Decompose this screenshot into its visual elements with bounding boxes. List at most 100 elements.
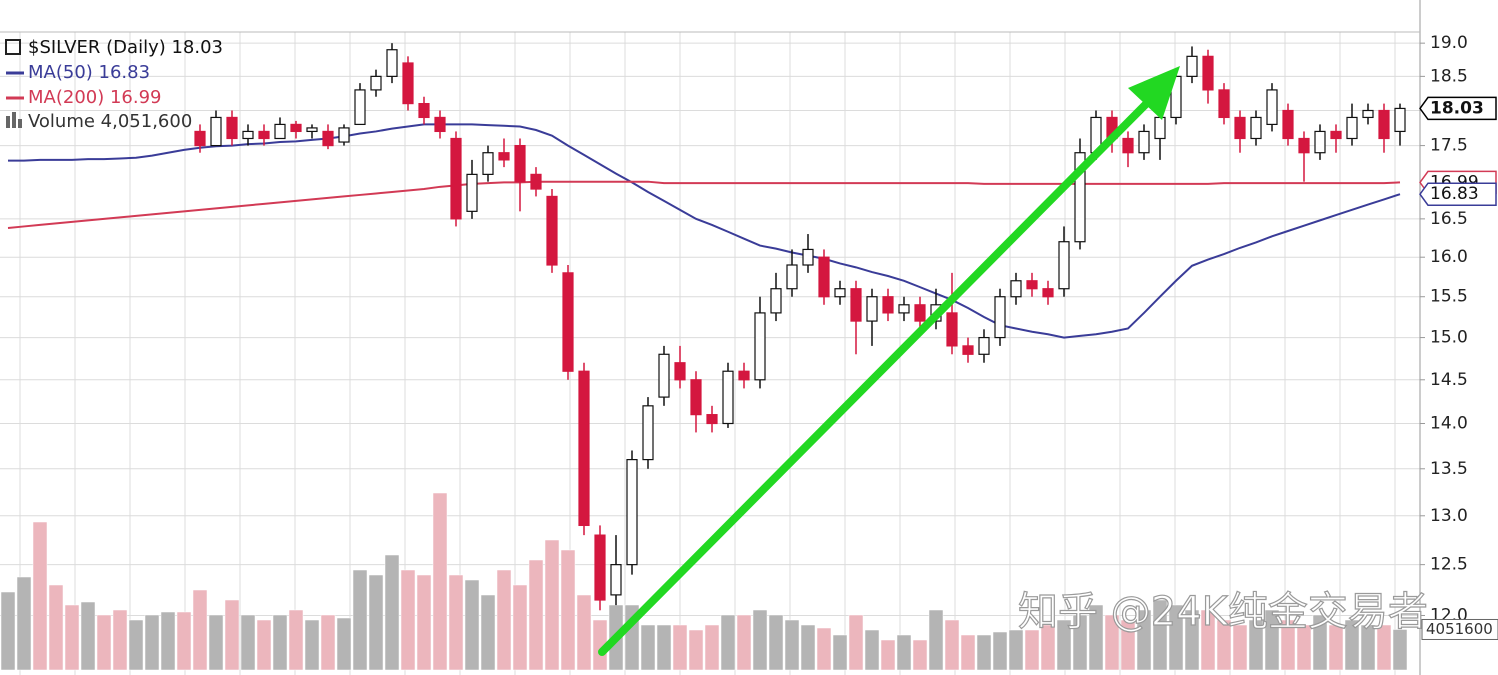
price-label-box [1419, 96, 1497, 121]
candle-body [594, 534, 606, 601]
candle-body [882, 296, 894, 314]
candle-body [674, 362, 686, 381]
candle-body [338, 127, 350, 143]
legend-icon [12, 112, 16, 128]
candle-body [1330, 130, 1342, 140]
candle-body [530, 173, 542, 190]
volume-bar [1280, 619, 1296, 671]
candle-body [498, 152, 510, 161]
candle-body [546, 195, 558, 266]
y-tick-label: 16.0 [1430, 247, 1468, 267]
y-tick-label: 15.0 [1430, 328, 1468, 348]
candle-body [1266, 89, 1278, 126]
candle-body [898, 304, 910, 314]
volume-bar [1392, 629, 1408, 671]
volume-label: 4051600 [1426, 620, 1493, 638]
volume-bar [1184, 609, 1200, 671]
candle-body [210, 116, 222, 147]
volume-bar [1168, 604, 1184, 671]
volume-bar [1360, 624, 1376, 671]
candle-body [290, 123, 302, 133]
candle-body [386, 49, 398, 77]
candle-body [1074, 152, 1086, 243]
y-tick-label: 14.5 [1430, 370, 1468, 390]
candle-body [370, 75, 382, 91]
volume-bar [256, 619, 272, 671]
legend-label: MA(200) 16.99 [28, 87, 162, 108]
volume-bar [960, 634, 976, 671]
ma-line [8, 123, 1401, 339]
volume-bar [944, 619, 960, 671]
volume-bar [1296, 624, 1312, 671]
volume-bar [208, 614, 224, 671]
candle-body [1250, 116, 1262, 140]
volume-bar [1152, 599, 1168, 671]
candle-body [194, 130, 206, 147]
legend-icon [5, 39, 21, 55]
y-tick-label: 15.5 [1430, 287, 1468, 307]
volume-bar [1136, 609, 1152, 671]
candle-body [978, 336, 990, 355]
volume-bar [272, 614, 288, 671]
volume-bar [1072, 614, 1088, 671]
volume-bar [816, 627, 832, 671]
volume-bar [16, 576, 32, 671]
volume-bar [1200, 609, 1216, 671]
volume-bar [976, 634, 992, 671]
y-tick-label: 18.5 [1430, 66, 1468, 86]
candle-body [226, 116, 238, 140]
volume-bar [240, 614, 256, 671]
candle-body [706, 414, 718, 425]
price-label-box [1419, 182, 1497, 206]
legend-icon [18, 119, 22, 128]
candle-body [1234, 116, 1246, 140]
chart-title: $SILVER (Daily) 18.03 [28, 37, 223, 58]
arrow-head [1128, 66, 1180, 120]
candle-body [642, 405, 654, 461]
candle-body [1138, 130, 1150, 154]
candle-body [1282, 109, 1294, 140]
watermark: 知乎 @24K纯金交易者 [1018, 589, 1428, 635]
moving-averages [7, 123, 1401, 339]
arrow-shaft [598, 96, 1154, 656]
candle-body [450, 137, 462, 220]
volume-label-box [1421, 618, 1498, 640]
candle-body [802, 248, 814, 266]
volume-bar [912, 639, 928, 671]
candle-body [1010, 280, 1022, 298]
price-label: 16.83 [1430, 184, 1479, 204]
volume-bar [48, 584, 64, 671]
volume-bar [128, 619, 144, 671]
volume-bar [1104, 614, 1120, 671]
volume-bar [1328, 624, 1344, 671]
volume-bar [928, 609, 944, 671]
volume-bar [320, 614, 336, 671]
volume-bar [496, 569, 512, 671]
volume-bar [704, 624, 720, 671]
candle-body [306, 127, 318, 133]
candle-body [962, 345, 974, 355]
volume-bar [176, 611, 192, 671]
y-tick-label: 19.0 [1430, 33, 1468, 53]
candle-body [738, 370, 750, 381]
candle-body [258, 130, 270, 140]
candle-body [1202, 55, 1214, 91]
volume-bar [32, 521, 48, 671]
price-label: 18.03 [1430, 98, 1484, 118]
volume-bar [192, 589, 208, 671]
volume-bar [848, 614, 864, 671]
candle-body [658, 353, 670, 398]
candle-body [1362, 109, 1374, 119]
volume-bar [64, 604, 80, 671]
candle-body [1346, 116, 1358, 140]
volume-bar [160, 611, 176, 671]
volume-bar [560, 549, 576, 671]
candle-body [866, 296, 878, 322]
legend-label: MA(50) 16.83 [28, 62, 150, 83]
volume-bar [384, 554, 400, 671]
volume-bar [1120, 619, 1136, 671]
candle-body [434, 116, 446, 133]
volume-bar [656, 624, 672, 671]
volume-bar [224, 599, 240, 671]
volume-bar [0, 591, 16, 671]
